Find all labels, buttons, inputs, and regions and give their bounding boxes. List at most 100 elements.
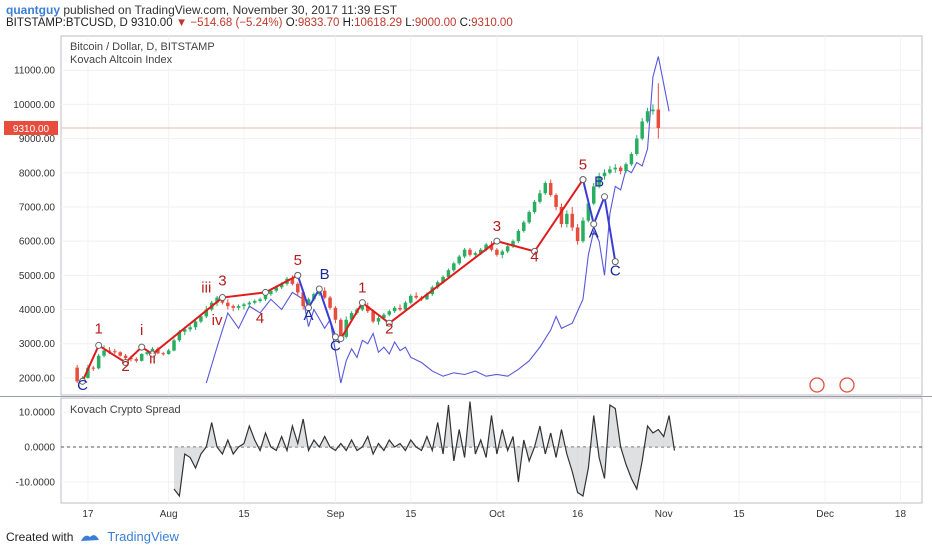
candle-body [635,138,639,154]
candle-body [640,121,644,139]
candle-body [231,306,235,308]
price-tick-label: 7000.00 [19,202,56,213]
candle-body [102,350,106,356]
candle-body [398,307,402,310]
candle-body [306,299,311,307]
candle-body [495,249,499,255]
time-tick-label: 15 [238,509,250,520]
wave-pivot [305,304,313,312]
wave-label: C [330,338,341,355]
candle [392,306,397,313]
candle [575,224,580,245]
candle [548,179,553,197]
wave-label: 2 [385,320,393,337]
wave-pivot [315,285,323,293]
ohlc-bar: BITSTAMP:BTCUSD, D 9310.00 ▼ −514.68 (−5… [6,17,513,29]
wave-pivot [95,341,103,349]
candle-body [301,292,305,307]
wave-label: 5 [579,156,587,173]
candle-body [602,172,607,177]
candle [328,295,332,310]
wave-label: C [77,377,88,394]
candle [651,104,655,115]
wave-label: iii [201,279,211,296]
candle [252,299,257,305]
candle-body [452,263,456,271]
candle-body [435,282,440,288]
price-tick-label: 6000.00 [19,237,56,248]
wave-label: ii [149,351,156,368]
candle-body [624,164,628,172]
candle-body [597,176,601,187]
tradingview-brand[interactable]: TradingView [107,529,179,544]
candle-body [548,183,553,195]
candle [645,107,650,124]
candle [188,324,192,332]
event-flags[interactable] [809,377,855,393]
candle [635,135,639,156]
main-pane[interactable] [60,35,923,396]
candle [290,275,295,286]
candle [565,210,569,228]
candle-body [177,331,182,341]
candle [608,165,612,175]
price-tick-label: 4000.00 [19,305,56,316]
candle-body [75,367,79,382]
price-tick-label: 11000.00 [14,66,55,77]
candle [398,304,402,312]
candle-body [656,109,661,128]
author-name[interactable]: quantguy [6,3,60,17]
candle-body [258,299,262,301]
candle [457,254,461,266]
candle [624,162,628,173]
time-tick-label: Sep [327,509,345,520]
candle [118,351,122,357]
candle-body [360,306,365,310]
time-tick-label: Nov [655,509,673,520]
candle-body [274,287,278,291]
candle-body [565,213,569,225]
candle-body [113,351,117,353]
created-with-label: Created with [6,529,74,544]
main-pane-title: Bitcoin / Dollar, D, BITSTAMP [70,41,215,53]
candle-body [570,213,574,228]
wave-pivot [601,193,609,201]
candle [236,304,241,311]
candle-body [543,183,548,194]
candle-body [608,169,612,173]
candle-body [139,353,144,361]
low-label: L: [405,17,415,29]
candle-body [581,220,585,242]
spread-tick-label: 0.0000 [24,443,55,454]
candle [96,353,101,370]
spread-tick-label: 10.0000 [19,408,56,419]
candle-body [554,194,558,207]
candle-body [365,306,370,312]
candle-body [559,206,564,225]
price-tick-label: 8000.00 [19,168,56,179]
wave-pivot [331,333,339,341]
time-tick-label: Dec [816,509,834,520]
candle-body [575,227,580,242]
wave-label: 4 [530,249,538,266]
candle-body [409,295,413,303]
footer: Created with TradingView [6,529,179,544]
wave-line [582,179,617,262]
price-tick-label: 3000.00 [19,339,56,350]
publish-info: quantguy published on TradingView.com, N… [6,3,397,17]
candle-body [263,294,268,300]
candle-body [193,321,198,328]
candle [409,294,413,305]
candle-body [236,306,241,308]
candle-body [478,249,483,254]
candle-body [527,212,531,223]
wave-pivot [531,247,539,255]
candle-body [484,244,488,250]
candle-body [645,111,650,122]
wave-label: B [594,173,604,190]
candle [387,309,392,317]
candle [500,249,505,259]
candle-body [425,294,429,300]
candle [554,193,558,211]
